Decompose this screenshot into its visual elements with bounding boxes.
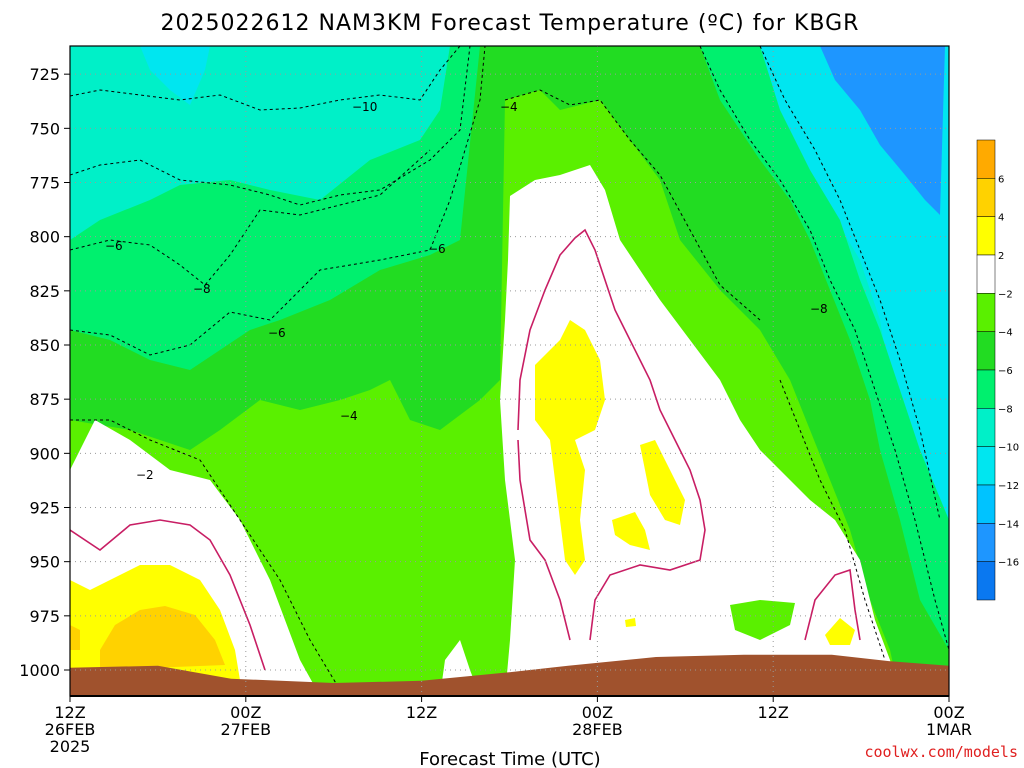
contour-label-minus6-left: −6 bbox=[105, 239, 123, 253]
colorbar-label: −2 bbox=[998, 289, 1013, 300]
contour-label-minus10: −10 bbox=[352, 100, 377, 114]
x-tick-label: 12Z bbox=[758, 703, 789, 722]
x-tick-label: 27FEB bbox=[220, 720, 271, 739]
y-tick-label: 900 bbox=[29, 444, 60, 463]
y-tick-label: 1000 bbox=[19, 661, 60, 680]
colorbar-swatch bbox=[976, 408, 996, 447]
x-tick-label: 00Z bbox=[933, 703, 964, 722]
y-tick-label: 725 bbox=[29, 65, 60, 84]
isotherm-minus4-center bbox=[504, 89, 761, 321]
colorbar-label: −8 bbox=[998, 404, 1013, 415]
isotherm-minus10-right bbox=[759, 46, 941, 521]
colorbar-swatch bbox=[976, 293, 996, 332]
band-minus2-plus2-center bbox=[500, 165, 900, 696]
colorbar-swatch bbox=[976, 254, 996, 294]
colorbar-swatch bbox=[976, 139, 996, 179]
isotherm-minus4 bbox=[70, 419, 341, 691]
terrain bbox=[70, 654, 949, 696]
x-tick-label: 00Z bbox=[582, 703, 613, 722]
freezing-contour-left bbox=[70, 519, 266, 671]
band-plus4-plus6-edge bbox=[70, 625, 80, 650]
colorbar-swatch bbox=[976, 484, 996, 524]
colorbar-label: −16 bbox=[998, 558, 1019, 569]
contour-label-minus8-left: −8 bbox=[193, 282, 211, 296]
colorbar: 6 4 2 −2 −4 −6 −8 −10 −12 −14 −16 bbox=[976, 139, 1019, 601]
band-minus4-minus6-island bbox=[730, 600, 795, 640]
colorbar-label: 4 bbox=[998, 213, 1004, 224]
credit-text: coolwx.com/models bbox=[864, 743, 1018, 761]
isotherm-minus8-lower bbox=[70, 149, 431, 286]
y-tick-label: 950 bbox=[29, 553, 60, 572]
band-plus2-plus4-tiny bbox=[625, 618, 636, 627]
colorbar-swatch bbox=[976, 216, 996, 256]
x-tick-label: 2025 bbox=[50, 737, 91, 756]
band-minus12-minus14-left bbox=[140, 46, 210, 105]
x-tick-label: 00Z bbox=[230, 703, 261, 722]
band-plus2-plus4-far-right bbox=[825, 618, 855, 645]
y-tick-label: 850 bbox=[29, 336, 60, 355]
band-plus2-plus4-right bbox=[640, 440, 685, 525]
x-axis-title: Forecast Time (UTC) bbox=[419, 749, 600, 768]
contour-label-minus8-right: −8 bbox=[810, 302, 828, 316]
colorbar-swatch bbox=[976, 369, 996, 409]
contour-label-minus2: −2 bbox=[136, 468, 154, 482]
colorbar-label: −12 bbox=[998, 481, 1019, 492]
y-tick-label: 750 bbox=[29, 119, 60, 138]
x-tick-label: 26FEB bbox=[45, 720, 96, 739]
isotherm-minus10 bbox=[70, 46, 461, 111]
colorbar-label: 6 bbox=[998, 174, 1004, 185]
temperature-field bbox=[70, 46, 949, 696]
contour-label-minus4-left: −4 bbox=[340, 409, 358, 423]
colorbar-swatch bbox=[976, 331, 996, 371]
y-tick-label: 775 bbox=[29, 174, 60, 193]
y-tick-label: 975 bbox=[29, 607, 60, 626]
colorbar-swatch bbox=[976, 178, 996, 217]
contour-label-minus4-top: −4 bbox=[500, 100, 518, 114]
isotherm-minus6 bbox=[70, 46, 486, 356]
freezing-contours bbox=[70, 228, 861, 671]
band-minus14-minus16 bbox=[820, 46, 945, 215]
freezing-contour-right bbox=[804, 568, 861, 641]
colorbar-swatch bbox=[976, 561, 996, 601]
freezing-contour-center bbox=[517, 228, 706, 641]
colorbar-label: −14 bbox=[998, 519, 1019, 530]
freezing-contour-lower-center bbox=[517, 439, 571, 641]
colorbar-label: 2 bbox=[998, 251, 1004, 262]
y-tick-label: 800 bbox=[29, 228, 60, 247]
isotherm-minus8-right bbox=[699, 46, 949, 651]
contour-labels: −10 −4 −6 −8 −6 −6 −8 −4 −2 bbox=[105, 100, 828, 482]
contour-label-minus6-mid: −6 bbox=[268, 326, 286, 340]
x-tick-label: 28FEB bbox=[572, 720, 623, 739]
band-plus4-plus6 bbox=[100, 606, 225, 670]
colorbar-label: −6 bbox=[998, 366, 1013, 377]
colorbar-label: −4 bbox=[998, 328, 1013, 339]
isotherm-minus4-lower-right bbox=[779, 379, 886, 661]
y-tick-label: 875 bbox=[29, 390, 60, 409]
chart-title: 2025022612 NAM3KM Forecast Temperature (… bbox=[161, 11, 860, 36]
band-plus2-plus4-center bbox=[535, 320, 605, 575]
band-plus2-plus4-small bbox=[612, 512, 650, 550]
colorbar-swatch bbox=[976, 523, 996, 562]
grid bbox=[70, 46, 949, 696]
y-axis: 725 750 775 800 825 850 875 900 925 950 975 1000 bbox=[19, 65, 70, 680]
x-tick-label: 12Z bbox=[54, 703, 85, 722]
x-tick-label: 1MAR bbox=[926, 720, 972, 739]
isotherm-contours bbox=[70, 46, 949, 691]
y-tick-label: 925 bbox=[29, 499, 60, 518]
colorbar-label: −10 bbox=[998, 443, 1019, 454]
x-tick-label: 12Z bbox=[406, 703, 437, 722]
y-tick-label: 825 bbox=[29, 282, 60, 301]
colorbar-swatch bbox=[976, 446, 996, 486]
isotherm-minus8-upper bbox=[70, 46, 471, 206]
contour-label-minus6-center: −6 bbox=[428, 242, 446, 256]
